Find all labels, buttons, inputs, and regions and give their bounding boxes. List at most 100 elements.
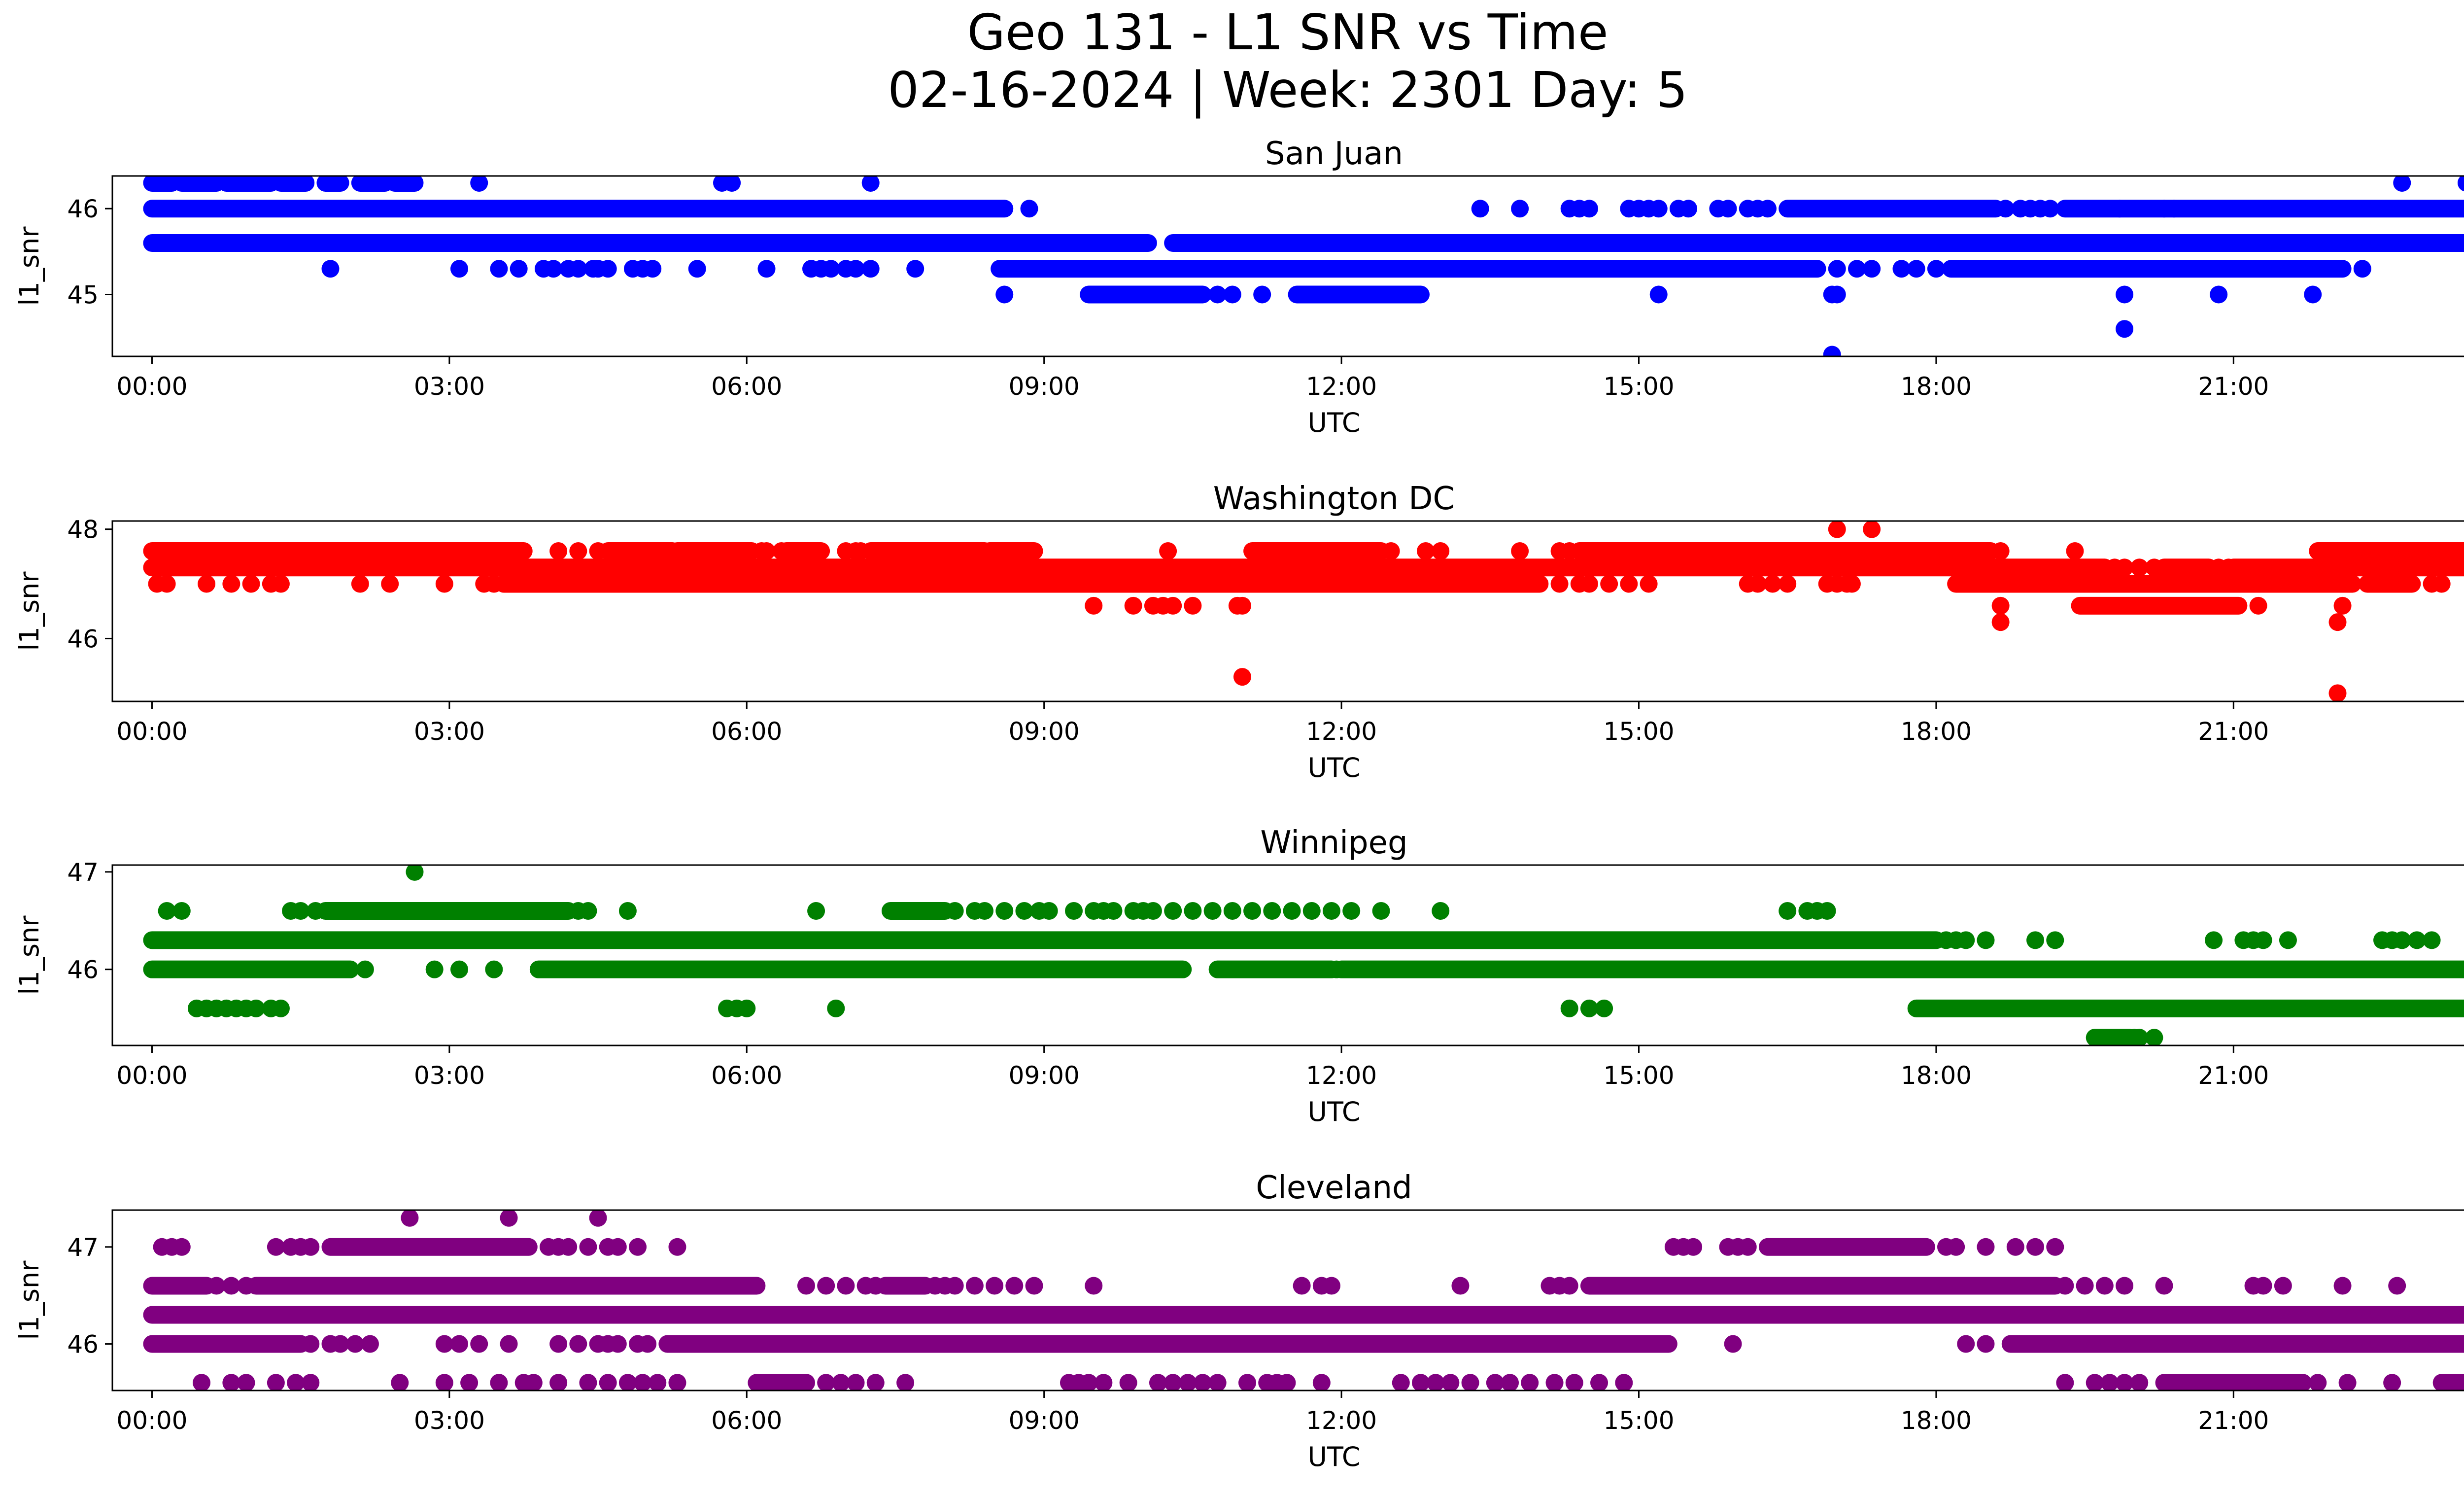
data-point (242, 575, 260, 593)
data-point (2328, 613, 2347, 631)
x-tick-label: 15:00 (1603, 717, 1674, 746)
data-point (406, 865, 424, 881)
data-point (861, 260, 880, 278)
data-point (490, 260, 508, 278)
data-point (723, 176, 741, 192)
data-point (1085, 1277, 1103, 1295)
data-point (287, 1374, 305, 1391)
data-marks (143, 521, 2464, 701)
y-axis-label: l1_snr (14, 1260, 45, 1340)
data-marks (143, 1210, 2464, 1391)
data-point (1550, 575, 1569, 593)
data-point (2130, 558, 2149, 577)
data-point (2145, 558, 2163, 577)
data-point (1521, 1374, 1539, 1391)
data-point (545, 260, 563, 278)
data-point (2026, 1238, 2045, 1256)
data-point (2086, 1374, 2104, 1391)
data-point (1719, 200, 1737, 218)
data-point (2116, 558, 2134, 577)
data-point (2026, 931, 2045, 949)
y-axis-label: l1_snr (14, 915, 45, 995)
data-point (1179, 1374, 1197, 1391)
axes-frame (111, 520, 2464, 702)
data-point (995, 285, 1014, 304)
data-point (1085, 596, 1103, 615)
x-tick-label: 09:00 (1009, 372, 1080, 401)
data-point (2309, 1374, 2327, 1391)
chart-winnipeg: Winnipeg 00:00 03:00 06:00 09:00 12:00 15:00 18… (14, 825, 2464, 1127)
data-point (2393, 176, 2411, 192)
data-point (2254, 931, 2272, 949)
data-point (861, 176, 880, 192)
data-point (2432, 575, 2451, 593)
data-point (2165, 200, 2183, 218)
data-point (634, 542, 652, 560)
data-point (2095, 1277, 2114, 1295)
data-point (1432, 542, 1450, 560)
data-point (193, 1374, 211, 1391)
data-point (2393, 931, 2411, 949)
data-point (485, 960, 503, 978)
data-point (247, 999, 265, 1017)
data-point (158, 902, 176, 920)
data-point (1119, 1374, 1137, 1391)
data-point (1957, 931, 1975, 949)
data-point (1417, 542, 1435, 560)
x-tick-label: 00:00 (116, 1061, 187, 1090)
x-tick-label: 00:00 (116, 717, 187, 746)
data-point (2279, 931, 2297, 949)
data-point (1461, 1374, 1479, 1391)
data-point (797, 1277, 815, 1295)
data-point (361, 1335, 379, 1353)
chart-title: Cleveland (1256, 1170, 1412, 1206)
data-point (757, 542, 776, 560)
data-point (995, 902, 1014, 920)
data-point (1159, 542, 1177, 560)
y-tick-label: 48 (67, 516, 99, 544)
data-point (425, 960, 444, 978)
data-point (302, 1335, 320, 1353)
x-tick-label: 21:00 (2198, 1061, 2269, 1090)
data-point (1164, 902, 1182, 920)
data-point (321, 260, 340, 278)
data-point (1828, 521, 1846, 538)
data-point (2383, 1374, 2401, 1391)
data-point (158, 575, 176, 593)
data-point (618, 902, 637, 920)
data-point (618, 1374, 637, 1391)
data-point (356, 960, 374, 978)
data-point (435, 1335, 453, 1353)
data-point (1372, 902, 1390, 920)
data-point (435, 1374, 453, 1391)
data-point (1392, 1374, 1410, 1391)
data-point (738, 999, 756, 1017)
data-point (1382, 542, 1400, 560)
data-point (847, 1374, 865, 1391)
data-point (1615, 1374, 1633, 1391)
data-point (222, 1277, 240, 1295)
data-point (172, 902, 191, 920)
data-point (237, 1277, 255, 1295)
x-tick-label: 21:00 (2198, 372, 2269, 401)
data-point (1411, 1374, 1430, 1391)
data-point (589, 542, 607, 560)
data-point (1302, 902, 1321, 920)
x-tick-label: 21:00 (2198, 1406, 2269, 1435)
data-point (1322, 902, 1340, 920)
data-point (1560, 542, 1578, 560)
x-tick-label: 06:00 (711, 1406, 782, 1435)
x-tick-label: 18:00 (1901, 372, 1972, 401)
x-tick-label: 09:00 (1009, 1406, 1080, 1435)
data-point (1679, 200, 1698, 218)
data-point (1065, 902, 1083, 920)
data-point (450, 960, 468, 978)
x-tick-label: 12:00 (1306, 717, 1377, 746)
data-point (1040, 902, 1058, 920)
x-tick-label: 00:00 (116, 1406, 187, 1435)
data-point (549, 542, 568, 560)
data-point (2210, 285, 2228, 304)
data-point (1580, 999, 1598, 1017)
x-tick-label: 03:00 (414, 1406, 485, 1435)
